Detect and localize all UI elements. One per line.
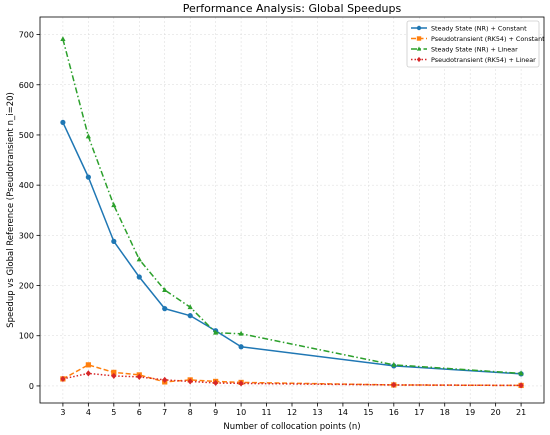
data-point bbox=[213, 379, 219, 387]
legend-label: Pseudotransient (RK54) + Constant bbox=[431, 35, 545, 43]
y-tick-label: 100 bbox=[19, 332, 34, 341]
data-point bbox=[162, 287, 168, 293]
x-tick-label: 6 bbox=[137, 408, 142, 417]
legend-item: Steady State (NR) + Constant bbox=[411, 24, 527, 32]
data-point bbox=[416, 46, 422, 51]
y-tick-label: 500 bbox=[19, 131, 34, 140]
data-point bbox=[391, 361, 397, 367]
data-point bbox=[136, 256, 142, 262]
x-tick-label: 3 bbox=[60, 408, 65, 417]
x-axis-label: Number of collocation points (n) bbox=[223, 422, 360, 432]
legend-label: Pseudotransient (RK54) + Linear bbox=[431, 56, 536, 64]
x-tick-label: 13 bbox=[312, 408, 322, 417]
data-point bbox=[238, 380, 244, 387]
series-line bbox=[62, 38, 522, 375]
legend-label: Steady State (NR) + Linear bbox=[431, 45, 518, 53]
x-tick-label: 8 bbox=[188, 408, 193, 417]
legend-box bbox=[406, 20, 540, 68]
grid bbox=[40, 17, 544, 403]
data-point bbox=[111, 202, 117, 208]
data-point bbox=[136, 373, 142, 381]
x-tick-label: 11 bbox=[261, 408, 271, 417]
x-tick-label: 17 bbox=[414, 408, 424, 417]
data-point bbox=[238, 344, 244, 350]
axis-ticks: 3 4 5 6 7 8 9 10 11 12 13 14 15 16 17 18 19 20 21 0 100 200 30… bbox=[19, 31, 526, 417]
x-tick-label: 10 bbox=[236, 408, 246, 417]
data-point bbox=[416, 25, 422, 31]
data-point bbox=[85, 174, 91, 180]
chart-title: Performance Analysis: Global Speedups bbox=[183, 2, 402, 15]
y-tick-label: 200 bbox=[19, 282, 34, 291]
data-point bbox=[162, 376, 168, 384]
x-tick-label: 20 bbox=[491, 408, 501, 417]
x-tick-label: 4 bbox=[86, 408, 91, 417]
data-point bbox=[111, 238, 117, 244]
data-point bbox=[60, 375, 66, 383]
y-tick-label: 700 bbox=[19, 31, 34, 40]
legend-item: Steady State (NR) + Linear bbox=[411, 45, 518, 53]
x-tick-label: 18 bbox=[440, 408, 450, 417]
data-point bbox=[416, 56, 422, 63]
series-4 bbox=[60, 370, 524, 389]
y-tick-label: 300 bbox=[19, 231, 34, 240]
data-point bbox=[111, 372, 117, 380]
data-point bbox=[60, 119, 66, 126]
x-tick-label: 15 bbox=[363, 408, 373, 417]
data-point bbox=[136, 274, 142, 280]
x-tick-label: 21 bbox=[516, 408, 526, 417]
y-tick-label: 600 bbox=[19, 81, 34, 90]
series-line bbox=[62, 372, 522, 387]
data-point bbox=[111, 369, 117, 375]
data-point bbox=[391, 381, 397, 389]
legend-label: Steady State (NR) + Constant bbox=[431, 24, 527, 32]
data-point bbox=[518, 382, 524, 389]
x-tick-label: 9 bbox=[213, 408, 218, 417]
legend: Steady State (NR) + Constant Pseudotransi… bbox=[406, 20, 545, 68]
legend-item: Pseudotransient (RK54) + Linear bbox=[411, 56, 536, 64]
series-3 bbox=[60, 36, 524, 376]
y-tick-label: 0 bbox=[29, 382, 34, 391]
y-axis-label: Speedup vs Global Reference (Pseudotrans… bbox=[6, 92, 16, 328]
x-tick-label: 19 bbox=[465, 408, 475, 417]
data-point bbox=[213, 329, 219, 335]
data-point bbox=[187, 304, 193, 310]
data-point bbox=[238, 330, 244, 336]
x-tick-label: 14 bbox=[338, 408, 348, 417]
series-line bbox=[62, 122, 522, 375]
data-point bbox=[187, 313, 193, 319]
data-point bbox=[85, 370, 91, 377]
x-tick-label: 7 bbox=[162, 408, 167, 417]
data-point bbox=[60, 36, 66, 42]
series-line bbox=[62, 364, 522, 387]
x-tick-label: 16 bbox=[389, 408, 399, 417]
data-point bbox=[85, 362, 91, 368]
data-point bbox=[162, 306, 168, 312]
data-point bbox=[518, 370, 524, 376]
data-point bbox=[85, 133, 91, 139]
x-tick-label: 12 bbox=[287, 408, 297, 417]
y-tick-label: 400 bbox=[19, 181, 34, 190]
x-tick-label: 5 bbox=[111, 408, 116, 417]
data-point bbox=[187, 378, 193, 385]
data-point bbox=[416, 36, 422, 41]
legend-item: Pseudotransient (RK54) + Constant bbox=[411, 35, 545, 43]
series-layer bbox=[60, 36, 524, 389]
